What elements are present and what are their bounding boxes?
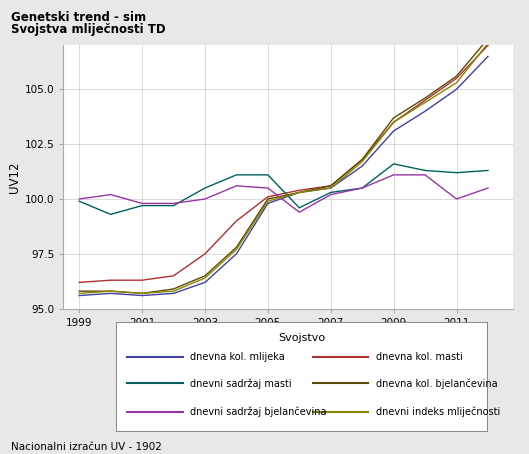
- X-axis label: Godina rođenja: Godina rođenja: [243, 332, 333, 345]
- Text: dnevna kol. mlijeka: dnevna kol. mlijeka: [190, 352, 285, 362]
- Text: dnevni sadržaj masti: dnevni sadržaj masti: [190, 378, 292, 389]
- Text: dnevni indeks mliječnosti: dnevni indeks mliječnosti: [376, 406, 500, 417]
- Text: Genetski trend - sim: Genetski trend - sim: [11, 11, 145, 25]
- Text: Svojstvo: Svojstvo: [278, 333, 325, 343]
- Text: dnevna kol. masti: dnevna kol. masti: [376, 352, 462, 362]
- Text: Nacionalni izračun UV - 1902: Nacionalni izračun UV - 1902: [11, 442, 161, 452]
- Text: Svojstva mliječnosti TD: Svojstva mliječnosti TD: [11, 23, 165, 36]
- Text: dnevna kol. bjelančevina: dnevna kol. bjelančevina: [376, 378, 497, 389]
- Text: dnevni sadržaj bjelančevina: dnevni sadržaj bjelančevina: [190, 406, 327, 417]
- Y-axis label: UV12: UV12: [7, 161, 21, 193]
